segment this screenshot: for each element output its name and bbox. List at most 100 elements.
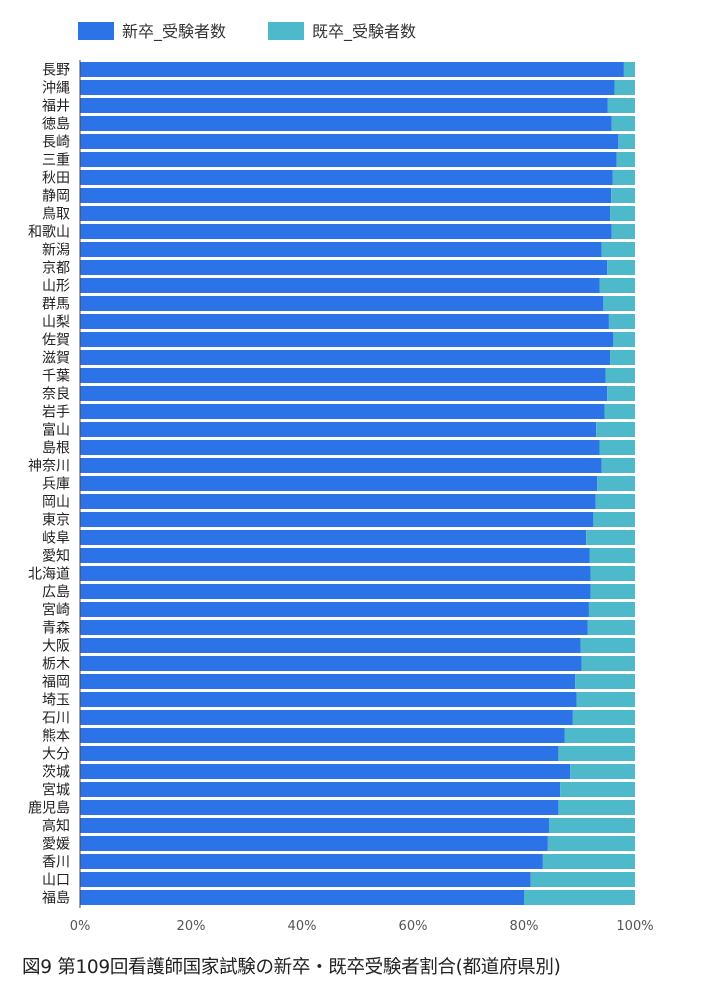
- category-label: 長崎: [42, 135, 70, 151]
- bar-kisotsu: [597, 476, 635, 491]
- bar-kisotsu: [596, 422, 635, 437]
- category-label: 香川: [42, 855, 70, 871]
- category-label: 熊本: [42, 729, 70, 745]
- x-tick-label: 60%: [399, 919, 428, 934]
- bar-kisotsu: [604, 404, 635, 419]
- category-label: 静岡: [42, 189, 70, 205]
- bar-kisotsu: [601, 242, 635, 257]
- bar-shinsotsu: [80, 674, 576, 689]
- bar-shinsotsu: [80, 170, 613, 185]
- bar-shinsotsu: [80, 818, 549, 833]
- bar-shinsotsu: [80, 278, 600, 293]
- bar-kisotsu: [581, 656, 635, 671]
- bar-shinsotsu: [80, 224, 612, 239]
- bar-shinsotsu: [80, 512, 594, 527]
- category-label: 神奈川: [28, 459, 70, 475]
- category-label: 福岡: [42, 675, 70, 691]
- bar-shinsotsu: [80, 566, 591, 581]
- category-label: 三重: [42, 153, 70, 169]
- category-label: 茨城: [42, 765, 70, 781]
- legend-swatch: [268, 22, 304, 40]
- bar-shinsotsu: [80, 242, 602, 257]
- bar-kisotsu: [564, 728, 635, 743]
- y-axis-labels: 長野沖縄福井徳島長崎三重秋田静岡鳥取和歌山新潟京都山形群馬山梨佐賀滋賀千葉奈良岩…: [28, 63, 70, 907]
- category-label: 岩手: [42, 405, 70, 421]
- bar-kisotsu: [610, 350, 635, 365]
- bar-kisotsu: [588, 602, 635, 617]
- bar-kisotsu: [560, 782, 635, 797]
- bar-shinsotsu: [80, 692, 577, 707]
- bar-kisotsu: [614, 80, 635, 95]
- stacked-bar-chart: 新卒_受験者数 既卒_受験者数 長野沖縄福井徳島長崎三重秋田静岡鳥取和歌山新潟京都…: [28, 22, 654, 934]
- category-label: 愛知: [42, 548, 70, 565]
- bar-kisotsu: [558, 746, 635, 761]
- x-tick-label: 0%: [70, 919, 91, 934]
- bar-kisotsu: [610, 206, 635, 221]
- category-label: 高知: [42, 818, 70, 835]
- bar-kisotsu: [616, 152, 635, 167]
- legend-swatch: [78, 22, 114, 40]
- category-label: 広島: [42, 585, 70, 601]
- bar-shinsotsu: [80, 404, 605, 419]
- category-label: 鳥取: [42, 207, 70, 223]
- category-label: 滋賀: [42, 351, 70, 367]
- category-label: 長野: [42, 63, 70, 79]
- bar-kisotsu: [611, 188, 635, 203]
- figure-caption: 図9 第109回看護師国家試験の新卒・既卒受験者割合(都道府県別): [22, 957, 561, 978]
- bar-kisotsu: [607, 260, 635, 275]
- bar-kisotsu: [611, 116, 635, 131]
- bar-shinsotsu: [80, 872, 531, 887]
- legend-label: 新卒_受験者数: [122, 22, 226, 42]
- bar-kisotsu: [595, 494, 635, 509]
- bar-kisotsu: [590, 584, 635, 599]
- legend-label: 既卒_受験者数: [312, 22, 416, 42]
- bar-kisotsu: [524, 890, 635, 905]
- bar-shinsotsu: [80, 386, 608, 401]
- bar-shinsotsu: [80, 620, 588, 635]
- legend: 新卒_受験者数 既卒_受験者数: [78, 22, 416, 42]
- bar-shinsotsu: [80, 80, 615, 95]
- category-label: 栃木: [42, 657, 70, 673]
- category-label: 北海道: [28, 567, 70, 583]
- category-label: 東京: [42, 513, 70, 529]
- category-label: 徳島: [42, 117, 70, 133]
- bar-shinsotsu: [80, 116, 612, 131]
- bar-shinsotsu: [80, 602, 589, 617]
- bar-shinsotsu: [80, 746, 559, 761]
- bar-shinsotsu: [80, 836, 548, 851]
- bar-kisotsu: [613, 332, 635, 347]
- bar-kisotsu: [607, 98, 635, 113]
- category-label: 青森: [42, 621, 70, 637]
- bar-kisotsu: [570, 764, 635, 779]
- bar-kisotsu: [587, 620, 635, 635]
- category-label: 埼玉: [42, 693, 70, 709]
- bar-kisotsu: [586, 530, 635, 545]
- category-label: 新潟: [42, 243, 70, 259]
- bar-shinsotsu: [80, 656, 582, 671]
- bar-kisotsu: [558, 800, 635, 815]
- category-label: 京都: [42, 261, 70, 277]
- bar-kisotsu: [589, 548, 635, 563]
- bar-kisotsu: [599, 440, 635, 455]
- category-label: 愛媛: [42, 837, 70, 853]
- bar-shinsotsu: [80, 206, 611, 221]
- category-label: 石川: [42, 711, 70, 727]
- category-label: 群馬: [42, 297, 70, 313]
- bar-kisotsu: [593, 512, 635, 527]
- bar-kisotsu: [611, 224, 635, 239]
- category-label: 福島: [42, 891, 70, 907]
- bar-shinsotsu: [80, 710, 573, 725]
- category-label: 兵庫: [42, 476, 70, 493]
- bar-shinsotsu: [80, 548, 590, 563]
- bar-shinsotsu: [80, 764, 571, 779]
- bar-kisotsu: [530, 872, 635, 887]
- x-tick-label: 100%: [616, 919, 653, 934]
- category-label: 宮城: [42, 783, 70, 799]
- category-label: 島根: [42, 441, 70, 457]
- bar-kisotsu: [605, 368, 635, 383]
- bar-shinsotsu: [80, 782, 561, 797]
- bar-shinsotsu: [80, 296, 604, 311]
- bar-shinsotsu: [80, 890, 524, 905]
- bar-shinsotsu: [80, 98, 608, 113]
- bar-shinsotsu: [80, 638, 581, 653]
